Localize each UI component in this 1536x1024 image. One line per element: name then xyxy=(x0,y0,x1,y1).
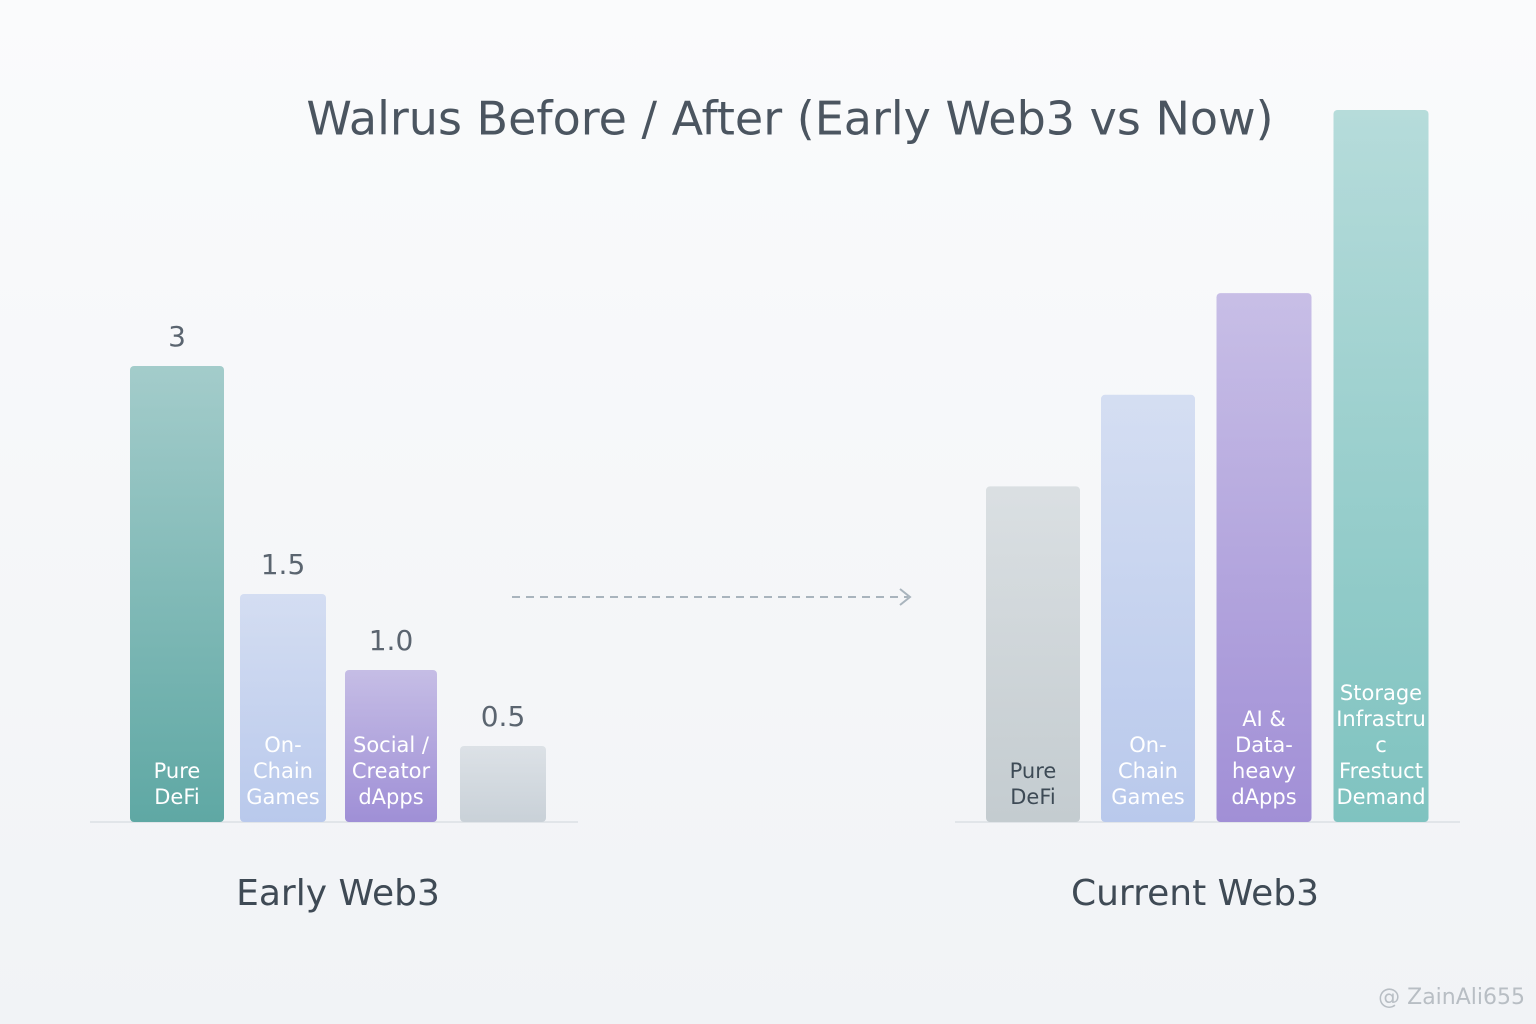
value-label: 3 xyxy=(168,320,186,353)
category-label: AI & Data-heavy dApps xyxy=(1231,707,1297,809)
chart-title: Walrus Before / After (Early Web3 vs Now… xyxy=(306,92,1273,146)
category-label: On-Chain Games xyxy=(246,733,320,809)
bar xyxy=(240,594,326,822)
category-label: Social / Creator dApps xyxy=(351,733,431,809)
category-label: Pure DeFi xyxy=(153,759,201,809)
value-label: 0.5 xyxy=(481,700,526,733)
bar xyxy=(345,670,437,822)
bar xyxy=(460,746,546,822)
category-label: On-Chain Games xyxy=(1111,733,1185,809)
x-axis-label: Current Web3 xyxy=(1071,873,1319,914)
bar xyxy=(1101,394,1195,822)
value-label: 1.0 xyxy=(369,624,414,657)
bar xyxy=(130,366,224,822)
value-label: 1.5 xyxy=(261,548,306,581)
bar xyxy=(986,486,1080,822)
x-axis-label: Early Web3 xyxy=(236,873,440,914)
bar xyxy=(1216,293,1312,823)
bar xyxy=(1333,110,1429,822)
arrow-head xyxy=(899,588,912,606)
category-label: Pure DeFi xyxy=(1009,759,1057,809)
category-label: Storage Infrastruc Frestuct Demand xyxy=(1336,681,1426,809)
watermark: @ ZainAli655 xyxy=(1378,985,1525,1010)
